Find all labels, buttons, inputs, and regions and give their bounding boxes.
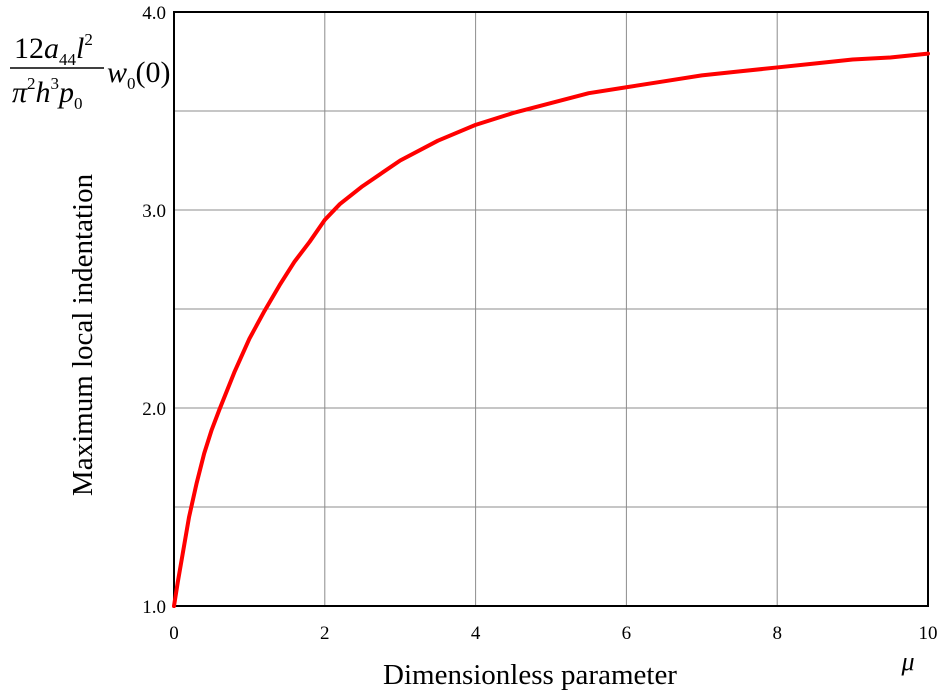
formula-h-sup: 3 bbox=[51, 74, 60, 93]
formula-a-sub: 44 bbox=[59, 50, 77, 69]
x-tick-label: 6 bbox=[622, 623, 632, 644]
y-tick-label: 2.0 bbox=[142, 399, 166, 420]
formula-coef: 12 bbox=[14, 32, 44, 65]
formula-denominator: π2h3p0 bbox=[12, 74, 83, 113]
formula-l: l bbox=[76, 32, 84, 65]
formula-p-sub: 0 bbox=[74, 94, 83, 113]
x-tick-label: 10 bbox=[919, 623, 938, 644]
formula-arg: (0) bbox=[136, 56, 171, 89]
formula-pi: π bbox=[12, 76, 28, 109]
formula-numerator: 12a44l2 bbox=[14, 30, 93, 69]
y-axis-formula: 12a44l2 π2h3p0 w0(0) bbox=[10, 30, 171, 113]
y-tick-label: 1.0 bbox=[142, 597, 166, 618]
grid bbox=[174, 12, 928, 606]
y-axis-label: Maximum local indentation bbox=[67, 173, 99, 496]
plot-border bbox=[173, 11, 929, 607]
formula-pi-sup: 2 bbox=[27, 74, 36, 93]
y-tick-label: 3.0 bbox=[142, 201, 166, 222]
y-tick-label: 4.0 bbox=[142, 3, 166, 24]
formula-a: a bbox=[44, 32, 59, 65]
x-axis-symbol: μ bbox=[900, 647, 914, 676]
series-line-0 bbox=[172, 51, 930, 608]
formula-rhs: w0(0) bbox=[107, 56, 171, 93]
formula-w: w bbox=[107, 56, 127, 89]
x-tick-label: 0 bbox=[169, 623, 179, 644]
formula-h: h bbox=[36, 76, 51, 109]
x-tick-label: 8 bbox=[772, 623, 782, 644]
x-tick-label: 4 bbox=[471, 623, 481, 644]
plot-frame bbox=[173, 11, 929, 607]
x-axis-label: Dimensionless parameter bbox=[383, 659, 677, 691]
series-layer bbox=[172, 51, 930, 608]
x-tick-label: 2 bbox=[320, 623, 330, 644]
formula-p: p bbox=[57, 76, 74, 109]
formula-w-sub: 0 bbox=[127, 74, 136, 93]
formula-l-sup: 2 bbox=[84, 30, 93, 49]
tick-labels: 0 2 4 6 8 10 1.0 2.0 3.0 4.0 bbox=[142, 3, 937, 644]
